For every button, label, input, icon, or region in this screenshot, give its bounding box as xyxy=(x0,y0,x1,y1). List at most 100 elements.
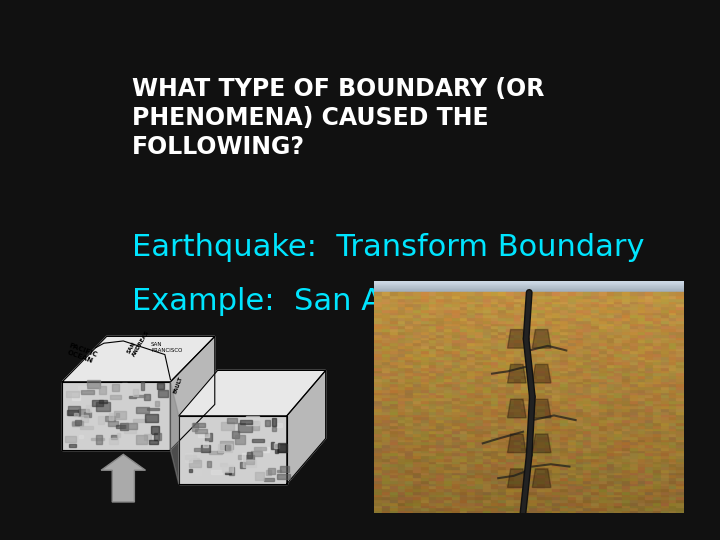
Polygon shape xyxy=(622,466,630,469)
Polygon shape xyxy=(521,491,529,494)
Polygon shape xyxy=(661,293,668,295)
Polygon shape xyxy=(452,414,459,416)
Polygon shape xyxy=(545,320,552,323)
Polygon shape xyxy=(390,312,397,314)
Polygon shape xyxy=(243,460,256,467)
Polygon shape xyxy=(397,298,405,301)
Polygon shape xyxy=(390,463,397,466)
Polygon shape xyxy=(436,483,444,485)
Polygon shape xyxy=(638,502,645,505)
Polygon shape xyxy=(205,433,212,441)
Polygon shape xyxy=(661,364,668,367)
Polygon shape xyxy=(482,502,490,505)
Polygon shape xyxy=(436,323,444,326)
Polygon shape xyxy=(506,419,514,422)
Polygon shape xyxy=(676,444,684,447)
Polygon shape xyxy=(638,458,645,461)
Polygon shape xyxy=(521,394,529,397)
Polygon shape xyxy=(614,373,622,375)
Polygon shape xyxy=(405,317,413,320)
Polygon shape xyxy=(452,496,459,499)
Polygon shape xyxy=(459,303,467,306)
Polygon shape xyxy=(420,364,428,367)
Polygon shape xyxy=(498,293,506,295)
Polygon shape xyxy=(645,383,653,386)
Polygon shape xyxy=(459,348,467,350)
Polygon shape xyxy=(614,342,622,345)
Polygon shape xyxy=(560,422,568,425)
Polygon shape xyxy=(630,450,638,453)
Polygon shape xyxy=(630,369,638,373)
Polygon shape xyxy=(382,298,390,301)
Polygon shape xyxy=(498,345,506,348)
Polygon shape xyxy=(630,502,638,505)
Polygon shape xyxy=(467,331,475,334)
Polygon shape xyxy=(545,416,552,419)
Polygon shape xyxy=(568,450,576,453)
Polygon shape xyxy=(653,309,661,312)
Polygon shape xyxy=(420,381,428,383)
Polygon shape xyxy=(676,312,684,314)
Polygon shape xyxy=(583,485,591,488)
Polygon shape xyxy=(568,406,576,408)
Polygon shape xyxy=(397,367,405,369)
Polygon shape xyxy=(653,436,661,438)
Polygon shape xyxy=(552,441,560,444)
Polygon shape xyxy=(452,345,459,348)
Polygon shape xyxy=(630,505,638,508)
Polygon shape xyxy=(514,469,521,471)
Polygon shape xyxy=(545,359,552,361)
Polygon shape xyxy=(428,293,436,295)
Polygon shape xyxy=(606,378,614,381)
Polygon shape xyxy=(622,441,630,444)
Polygon shape xyxy=(630,383,638,386)
Polygon shape xyxy=(614,441,622,444)
Polygon shape xyxy=(614,438,622,441)
Polygon shape xyxy=(428,334,436,336)
Polygon shape xyxy=(606,414,614,416)
Polygon shape xyxy=(591,491,599,494)
Polygon shape xyxy=(591,364,599,367)
Polygon shape xyxy=(514,510,521,513)
Polygon shape xyxy=(390,403,397,406)
Polygon shape xyxy=(661,301,668,303)
Polygon shape xyxy=(452,403,459,406)
Polygon shape xyxy=(382,306,390,309)
Polygon shape xyxy=(405,342,413,345)
Polygon shape xyxy=(428,312,436,314)
Polygon shape xyxy=(521,453,529,455)
Polygon shape xyxy=(599,416,606,419)
Polygon shape xyxy=(668,314,676,317)
Polygon shape xyxy=(382,450,390,453)
Polygon shape xyxy=(583,345,591,348)
Polygon shape xyxy=(452,397,459,400)
Polygon shape xyxy=(545,367,552,369)
Polygon shape xyxy=(591,339,599,342)
Polygon shape xyxy=(537,328,545,331)
Polygon shape xyxy=(638,453,645,455)
Polygon shape xyxy=(630,475,638,477)
Polygon shape xyxy=(420,342,428,345)
Polygon shape xyxy=(405,510,413,513)
Polygon shape xyxy=(459,350,467,353)
Polygon shape xyxy=(490,375,498,378)
Polygon shape xyxy=(606,463,614,466)
Polygon shape xyxy=(506,469,514,471)
Polygon shape xyxy=(467,422,475,425)
Polygon shape xyxy=(529,334,537,336)
Polygon shape xyxy=(459,438,467,441)
Polygon shape xyxy=(606,453,614,455)
Polygon shape xyxy=(444,397,452,400)
Polygon shape xyxy=(560,408,568,411)
Polygon shape xyxy=(653,356,661,359)
Polygon shape xyxy=(529,301,537,303)
Polygon shape xyxy=(668,383,676,386)
Polygon shape xyxy=(668,483,676,485)
Polygon shape xyxy=(537,488,545,491)
Polygon shape xyxy=(482,483,490,485)
Polygon shape xyxy=(498,383,506,386)
Polygon shape xyxy=(545,323,552,326)
Polygon shape xyxy=(521,425,529,428)
Polygon shape xyxy=(467,505,475,508)
Polygon shape xyxy=(444,314,452,317)
